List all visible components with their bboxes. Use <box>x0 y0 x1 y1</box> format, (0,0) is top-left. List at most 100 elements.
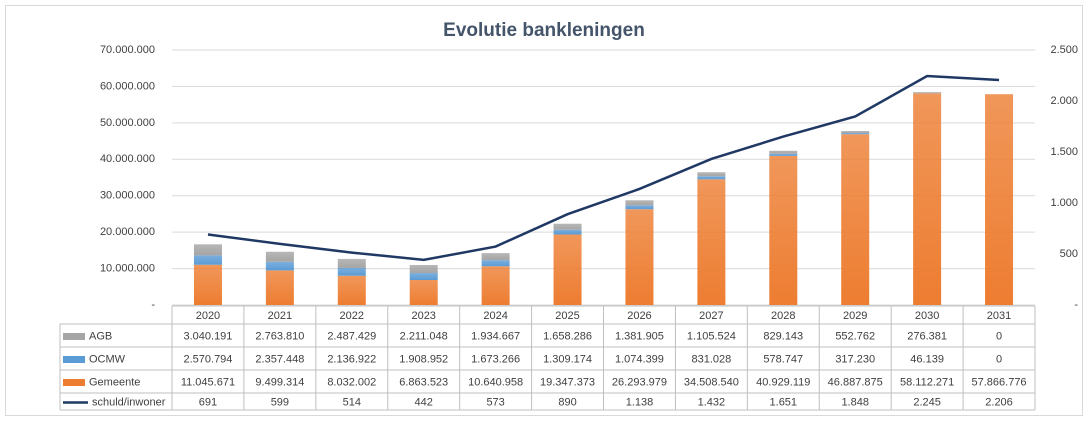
table-value: 442 <box>415 396 433 408</box>
table-value: 58.112.271 <box>900 376 954 388</box>
bar <box>410 280 438 305</box>
table-value: 1.074.399 <box>615 353 664 365</box>
legend-key <box>63 356 85 363</box>
y-tick-label: 70.000.000 <box>100 44 155 56</box>
x-tick-label: 2026 <box>627 310 651 322</box>
bar <box>266 252 294 262</box>
bar <box>985 94 1013 305</box>
x-tick-label: 2020 <box>196 310 220 322</box>
bar <box>697 172 725 176</box>
table-value: 2.136.922 <box>327 353 376 365</box>
table-value: 599 <box>271 396 289 408</box>
bar <box>194 255 222 264</box>
table-value: 9.499.314 <box>255 376 304 388</box>
table-value: 1.381.905 <box>615 330 664 342</box>
chart-title: Evolutie bankleningen <box>443 20 645 41</box>
table-value: 514 <box>343 396 361 408</box>
bar <box>338 276 366 305</box>
legend-label: Gemeente <box>89 376 140 388</box>
table-value: 2.211.048 <box>400 330 448 342</box>
bar <box>625 209 653 305</box>
y-tick-label: 60.000.000 <box>100 80 155 92</box>
table-value: 11.045.671 <box>181 376 235 388</box>
y2-tick-label: 500 <box>1060 248 1078 260</box>
table-value: 573 <box>486 396 504 408</box>
y2-tick-label: 2.500 <box>1050 44 1078 56</box>
y2-tick-label: 1.500 <box>1050 146 1078 158</box>
legend-key <box>63 379 85 386</box>
bar <box>769 154 797 156</box>
table-value: 2.570.794 <box>183 353 232 365</box>
table-value: 26.293.979 <box>612 376 667 388</box>
legend-label: AGB <box>89 330 112 342</box>
bar <box>266 270 294 305</box>
legend-key <box>63 333 85 340</box>
table-value: 1.105.524 <box>687 330 736 342</box>
table-value: 57.866.776 <box>972 376 1027 388</box>
x-tick-label: 2024 <box>483 310 507 322</box>
table-value: 829.143 <box>763 330 803 342</box>
table-value: 831.028 <box>691 353 731 365</box>
table-value: 0 <box>996 330 1002 342</box>
table-value: 2.357.448 <box>255 353 304 365</box>
table-value: 34.508.540 <box>684 376 739 388</box>
bar <box>841 133 869 134</box>
table-value: 3.040.191 <box>183 330 232 342</box>
bar <box>554 224 582 230</box>
y-tick-label: 50.000.000 <box>100 117 155 129</box>
bar <box>554 230 582 235</box>
x-tick-label: 2023 <box>411 310 435 322</box>
table-value: 10.640.958 <box>468 376 523 388</box>
table-value: 1.432 <box>698 396 726 408</box>
bar <box>482 266 510 305</box>
table-value: 1.673.266 <box>471 353 520 365</box>
bar <box>697 176 725 179</box>
y-tick-label: 40.000.000 <box>100 153 155 165</box>
bar <box>266 262 294 271</box>
table-value: 8.032.002 <box>327 376 376 388</box>
table-value: 1.908.952 <box>399 353 448 365</box>
y2-tick-label: - <box>1074 299 1078 311</box>
table-value: 890 <box>558 396 576 408</box>
table-value: 1.138 <box>626 396 654 408</box>
bar <box>410 273 438 280</box>
bar <box>554 235 582 305</box>
table-value: 317.230 <box>835 353 875 365</box>
table-value: 46.139 <box>910 353 944 365</box>
x-tick-label: 2021 <box>268 310 292 322</box>
table-value: 2.206 <box>985 396 1013 408</box>
bar <box>769 156 797 305</box>
x-tick-label: 2027 <box>699 310 723 322</box>
table-value: 1.658.286 <box>543 330 592 342</box>
table-value: 40.929.119 <box>756 376 810 388</box>
bar <box>338 268 366 276</box>
table-value: 1.934.667 <box>471 330 520 342</box>
bar <box>913 93 941 305</box>
y2-tick-label: 1.000 <box>1050 197 1078 209</box>
table-value: 19.347.373 <box>540 376 595 388</box>
table-value: 6.863.523 <box>399 376 448 388</box>
bar <box>338 259 366 268</box>
x-tick-label: 2031 <box>987 310 1011 322</box>
bar <box>625 200 653 205</box>
x-tick-label: 2029 <box>843 310 867 322</box>
bar <box>697 179 725 305</box>
table-value: 1.848 <box>841 396 869 408</box>
bar <box>482 253 510 260</box>
bar <box>194 244 222 255</box>
bar <box>841 134 869 305</box>
table-value: 691 <box>199 396 217 408</box>
y-tick-label: 30.000.000 <box>100 190 155 202</box>
table-value: 2.763.810 <box>255 330 304 342</box>
bar <box>841 131 869 133</box>
legend-label: OCMW <box>89 353 126 365</box>
table-value: 276.381 <box>907 330 947 342</box>
bar <box>769 151 797 154</box>
x-tick-label: 2025 <box>555 310 579 322</box>
x-tick-label: 2028 <box>771 310 795 322</box>
bar <box>625 205 653 209</box>
y2-tick-label: 2.000 <box>1050 95 1078 107</box>
bar <box>410 265 438 273</box>
table-value: 578.747 <box>763 353 803 365</box>
